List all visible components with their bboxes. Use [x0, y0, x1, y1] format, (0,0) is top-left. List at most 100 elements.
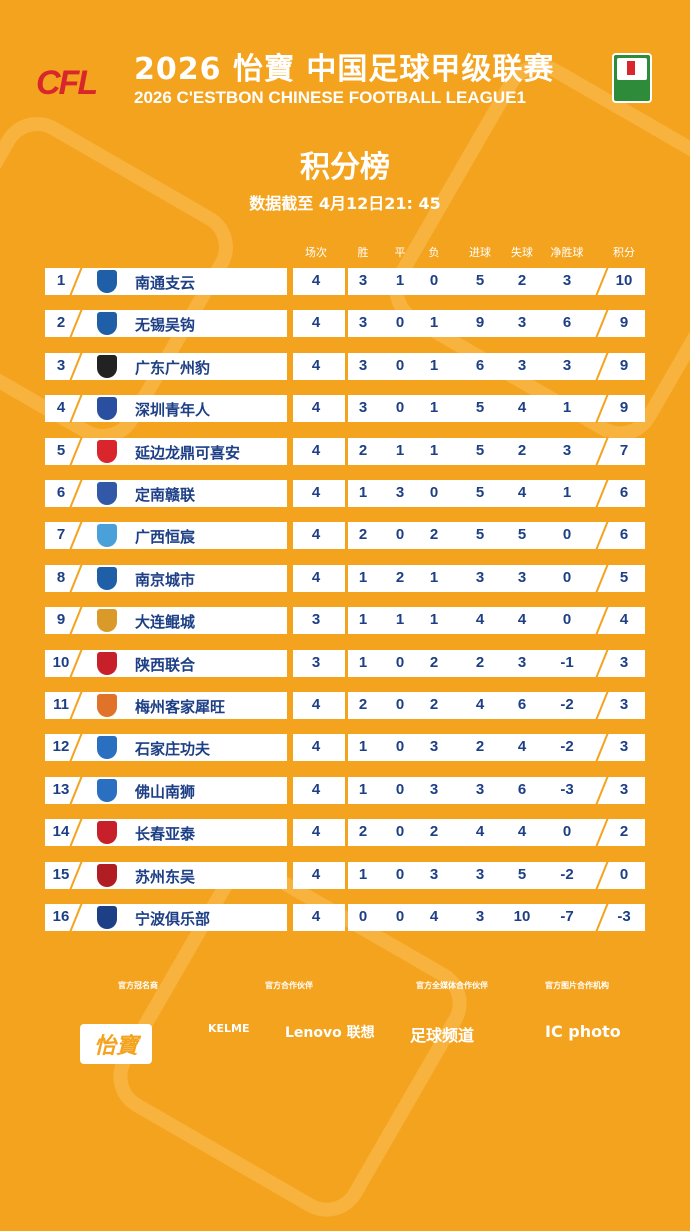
stat-value: 3 — [475, 568, 485, 586]
stat-value: 3 — [619, 738, 629, 756]
team-logo-icon — [97, 821, 117, 845]
stat-value: 4 — [517, 611, 527, 629]
table-row: 1 南通支云 4 3 1 0 5 2 3 10 — [45, 266, 645, 297]
stat-value: 4 — [311, 526, 321, 544]
played-cell — [293, 522, 345, 550]
stat-value: 0 — [395, 399, 405, 417]
stat-value: 3 — [429, 738, 439, 756]
rank: 8 — [56, 568, 66, 586]
rank: 3 — [56, 356, 66, 374]
team-cell — [45, 564, 287, 592]
stat-value: 2 — [429, 526, 439, 544]
stat-value: 4 — [311, 441, 321, 459]
stat-value: 3 — [358, 314, 368, 332]
team-name: 苏州东吴 — [135, 867, 196, 886]
team-name: 南京城市 — [135, 570, 196, 589]
stat-value: 2 — [475, 653, 485, 671]
stat-value: 5 — [475, 441, 485, 459]
stat-value: 1 — [395, 441, 405, 459]
team-name: 广西恒宸 — [135, 528, 196, 547]
stats-cell — [348, 649, 645, 677]
table-row: 10 陕西联合 3 1 0 2 2 3 -1 3 — [45, 648, 645, 678]
team-logo-icon — [97, 863, 117, 887]
team-logo-icon — [97, 354, 117, 378]
rank: 2 — [56, 314, 66, 332]
stats-cell — [348, 437, 645, 465]
stat-value: 1 — [395, 272, 405, 289]
stat-value: 3 — [619, 780, 629, 798]
stat-value: 1 — [358, 568, 368, 586]
stat-value: 4 — [311, 823, 321, 841]
played-cell — [293, 607, 345, 635]
stat-value: 0 — [395, 696, 405, 713]
stat-value: 4 — [311, 272, 321, 289]
sponsor-title: 官方全媒体合作伙伴 — [416, 981, 488, 990]
ic-photo-logo: IC photo — [545, 1022, 621, 1041]
stat-value: 0 — [395, 738, 405, 756]
stat-value: 0 — [395, 823, 405, 841]
stat-value: 4 — [517, 823, 527, 841]
stat-value: 6 — [562, 314, 572, 332]
stat-value: 3 — [475, 908, 485, 925]
table-row: 11 梅州客家犀旺 4 2 0 2 4 6 -2 3 — [45, 690, 645, 721]
team-logo-icon — [97, 397, 117, 421]
played-cell — [293, 819, 345, 847]
stat-value: 3 — [562, 356, 572, 374]
stat-value: 4 — [475, 823, 485, 841]
team-name: 定南赣联 — [135, 486, 196, 504]
stat-value: 0 — [395, 780, 405, 798]
stat-value: 0 — [395, 356, 405, 374]
team-name: 佛山南狮 — [135, 782, 196, 801]
stats-cell — [348, 395, 645, 423]
team-logo-icon — [97, 312, 117, 336]
stat-value: 3 — [619, 653, 629, 671]
table-row: 8 南京城市 4 1 2 1 3 3 0 5 — [45, 563, 645, 594]
stat-value: 7 — [619, 441, 629, 459]
rank: 11 — [53, 696, 69, 713]
stat-value: 4 — [311, 568, 321, 586]
stats-cell — [348, 861, 645, 889]
stat-value: 3 — [395, 484, 405, 501]
stat-value: 3 — [517, 653, 527, 671]
team-logo-icon — [97, 906, 117, 929]
stats-cell — [348, 310, 645, 338]
table-row: 12 石家庄功夫 4 1 0 3 2 4 -2 3 — [45, 733, 645, 763]
team-cell — [45, 352, 287, 380]
stat-value: 4 — [311, 484, 321, 501]
stat-value: 3 — [358, 399, 368, 417]
table-row: 9 大连鲲城 3 1 1 1 4 4 0 4 — [45, 605, 645, 636]
table-row: 15 苏州东吴 4 1 0 3 3 5 -2 0 — [45, 860, 645, 890]
stats-cell — [348, 692, 645, 719]
stats-cell — [348, 268, 645, 295]
stat-value: 2 — [358, 696, 368, 713]
stat-value: 3 — [517, 314, 527, 332]
played-cell — [293, 310, 345, 338]
stat-value: 4 — [429, 908, 439, 925]
stat-value: 5 — [475, 526, 485, 544]
stat-value: 2 — [358, 823, 368, 841]
stat-value: 6 — [619, 526, 629, 544]
stat-value: 2 — [475, 738, 485, 756]
stat-value: 1 — [429, 568, 439, 586]
team-logo-icon — [97, 694, 117, 717]
team-cell — [45, 692, 287, 719]
stat-value: 3 — [311, 653, 321, 671]
stat-value: 9 — [619, 356, 629, 374]
stat-value: 3 — [517, 356, 527, 374]
stat-value: 2 — [358, 526, 368, 544]
played-cell — [293, 352, 345, 380]
table-row: 13 佛山南狮 4 1 0 3 3 6 -3 3 — [45, 775, 645, 806]
stats-cell — [348, 819, 645, 847]
stat-value: 2 — [429, 823, 439, 841]
stat-value: 5 — [475, 399, 485, 417]
rank: 15 — [52, 865, 70, 883]
stat-value: 3 — [517, 568, 527, 586]
stat-value: 6 — [619, 484, 629, 501]
title-english: 2026 C'ESTBON CHINESE FOOTBALL LEAGUE1 — [134, 88, 526, 107]
team-logo-icon — [97, 778, 117, 802]
team-logo-icon — [97, 439, 117, 463]
stats-cell — [348, 564, 645, 592]
sponsor-title: 官方图片合作机构 — [545, 981, 609, 990]
team-cell — [45, 607, 287, 635]
rank: 4 — [56, 399, 66, 417]
